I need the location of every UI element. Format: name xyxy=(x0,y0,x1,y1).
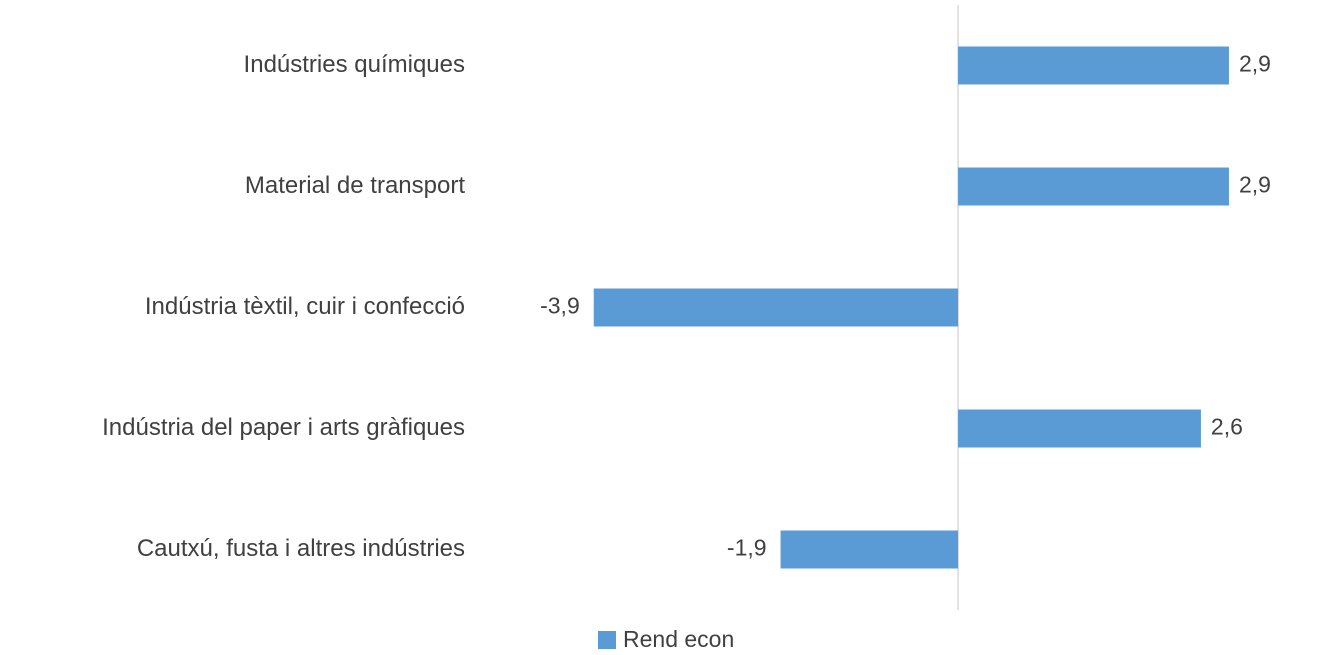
bar xyxy=(958,46,1229,85)
legend-label: Rend econ xyxy=(623,626,734,652)
category-label: Indústria del paper i arts gràfiques xyxy=(102,414,465,441)
category-label: Indústria tèxtil, cuir i confecció xyxy=(145,293,465,320)
bar xyxy=(958,167,1229,206)
bar xyxy=(593,288,959,327)
data-label: -1,9 xyxy=(727,535,767,561)
legend-swatch xyxy=(598,631,616,649)
data-label: -3,9 xyxy=(540,293,580,319)
category-label: Cautxú, fusta i altres indústries xyxy=(137,535,465,562)
data-label: 2,9 xyxy=(1239,172,1271,198)
data-label: 2,6 xyxy=(1211,414,1243,440)
data-label: 2,9 xyxy=(1239,51,1271,77)
bar xyxy=(958,409,1201,448)
bar xyxy=(780,530,959,569)
category-label: Indústries químiques xyxy=(244,51,465,78)
category-label: Material de transport xyxy=(245,172,465,199)
